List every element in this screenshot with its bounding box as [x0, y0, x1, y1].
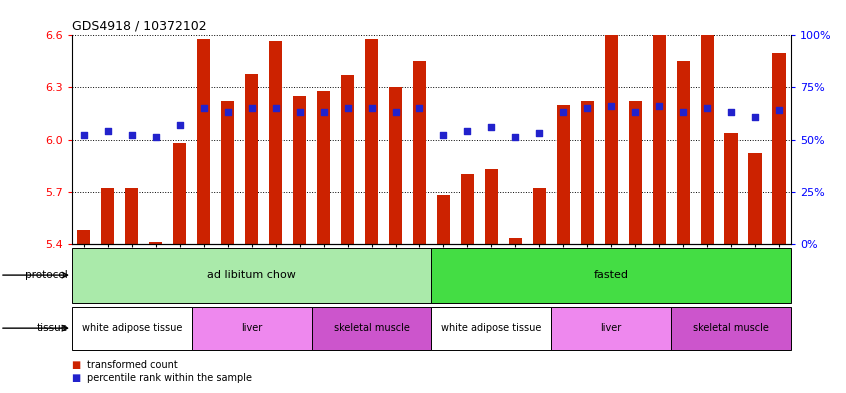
- Text: transformed count: transformed count: [87, 360, 178, 370]
- Bar: [700, 18, 714, 244]
- Point: [557, 109, 570, 116]
- Point: [269, 105, 283, 111]
- Point: [580, 105, 594, 111]
- Bar: [461, 174, 474, 244]
- Point: [173, 122, 186, 128]
- Bar: [72, 307, 192, 350]
- Bar: [293, 96, 306, 244]
- Text: white adipose tissue: white adipose tissue: [82, 323, 182, 333]
- Bar: [389, 87, 402, 244]
- Point: [365, 105, 378, 111]
- Bar: [652, 15, 666, 244]
- Text: ■: ■: [72, 360, 85, 370]
- Point: [724, 109, 738, 116]
- Bar: [72, 248, 431, 303]
- Bar: [772, 53, 786, 244]
- Point: [700, 105, 714, 111]
- Bar: [677, 61, 689, 244]
- Bar: [485, 169, 498, 244]
- Bar: [671, 307, 791, 350]
- Point: [677, 109, 690, 116]
- Point: [245, 105, 259, 111]
- Bar: [557, 105, 570, 244]
- Bar: [724, 132, 738, 244]
- Bar: [413, 61, 426, 244]
- Point: [149, 134, 162, 141]
- Text: fasted: fasted: [594, 270, 629, 280]
- Text: ad libitum chow: ad libitum chow: [207, 270, 296, 280]
- Bar: [192, 307, 311, 350]
- Text: percentile rank within the sample: percentile rank within the sample: [87, 373, 252, 383]
- Point: [749, 114, 762, 120]
- Point: [197, 105, 211, 111]
- Text: liver: liver: [241, 323, 262, 333]
- Bar: [102, 188, 114, 244]
- Point: [629, 109, 642, 116]
- Point: [341, 105, 354, 111]
- Bar: [508, 239, 522, 244]
- Point: [485, 124, 498, 130]
- Bar: [221, 101, 234, 244]
- Bar: [197, 39, 211, 244]
- Point: [604, 103, 618, 109]
- Text: GDS4918 / 10372102: GDS4918 / 10372102: [72, 20, 206, 33]
- Bar: [245, 73, 258, 244]
- Bar: [317, 91, 330, 244]
- Bar: [365, 39, 378, 244]
- Point: [101, 128, 114, 134]
- Bar: [605, 22, 618, 244]
- Point: [772, 107, 786, 114]
- Point: [533, 130, 547, 136]
- Text: skeletal muscle: skeletal muscle: [693, 323, 769, 333]
- Point: [293, 109, 306, 116]
- Text: ■: ■: [72, 373, 85, 383]
- Text: skeletal muscle: skeletal muscle: [333, 323, 409, 333]
- Bar: [125, 188, 139, 244]
- Point: [388, 109, 403, 116]
- Bar: [173, 143, 186, 244]
- Point: [437, 132, 450, 138]
- Bar: [341, 75, 354, 244]
- Bar: [431, 248, 791, 303]
- Text: tissue: tissue: [36, 323, 68, 333]
- Bar: [77, 230, 91, 244]
- Point: [413, 105, 426, 111]
- Bar: [437, 195, 450, 244]
- Point: [508, 134, 522, 141]
- Bar: [431, 307, 552, 350]
- Bar: [749, 153, 761, 244]
- Text: protocol: protocol: [25, 270, 68, 280]
- Bar: [269, 40, 283, 244]
- Point: [77, 132, 91, 138]
- Text: liver: liver: [601, 323, 622, 333]
- Point: [221, 109, 234, 116]
- Bar: [149, 242, 162, 244]
- Bar: [580, 101, 594, 244]
- Point: [652, 103, 666, 109]
- Text: white adipose tissue: white adipose tissue: [442, 323, 541, 333]
- Point: [316, 109, 330, 116]
- Bar: [533, 188, 546, 244]
- Point: [460, 128, 474, 134]
- Point: [125, 132, 139, 138]
- Bar: [552, 307, 671, 350]
- Bar: [311, 307, 431, 350]
- Bar: [629, 101, 642, 244]
